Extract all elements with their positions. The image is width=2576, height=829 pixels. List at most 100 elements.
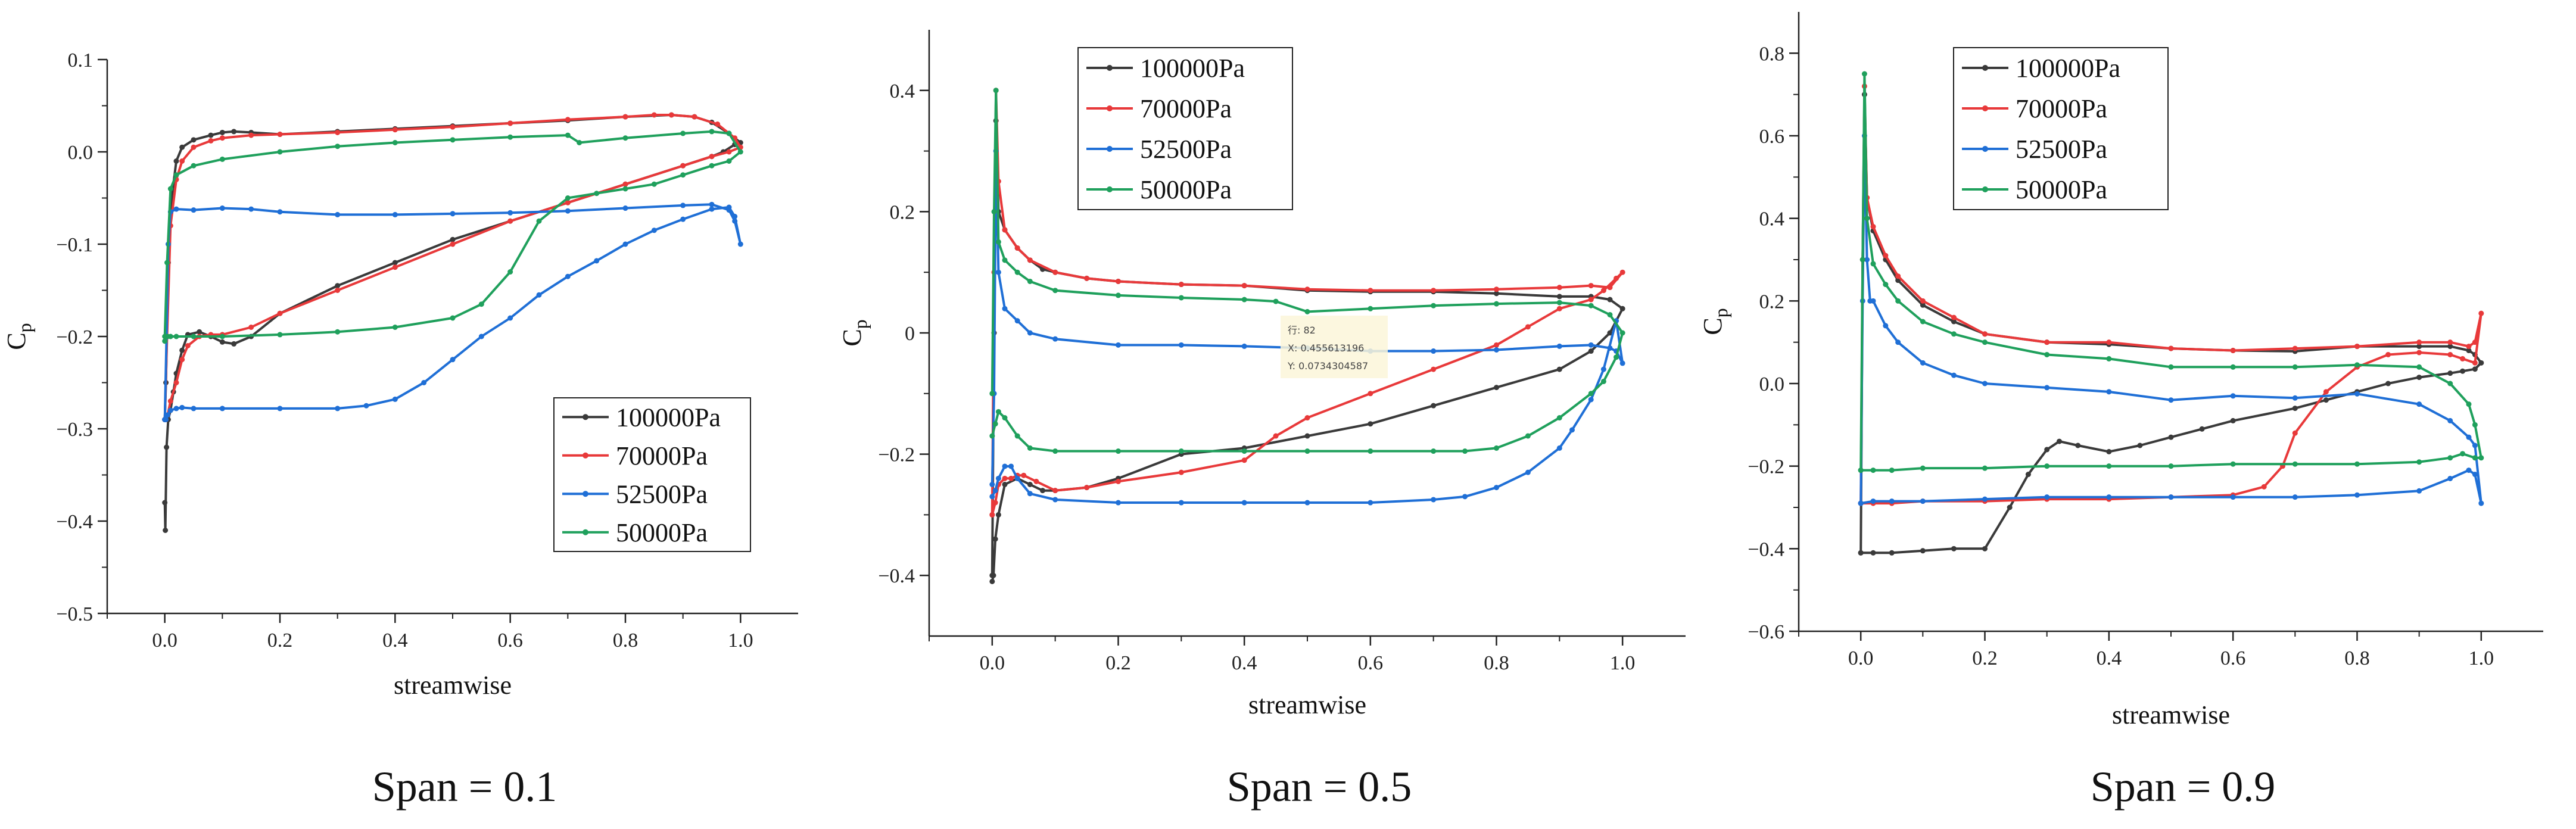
y-tick-label: −0.6: [1748, 621, 1784, 643]
data-point: [1607, 297, 1613, 303]
data-point: [1588, 397, 1594, 403]
chart-panel-2: 0.0 0.2 0.4 0.6 0.8 1.0 −0.4 −0.2 0 0.2 0.4 100000P…: [837, 30, 1686, 811]
y-axis-title-main: C: [2, 332, 31, 350]
data-point: [2416, 339, 2422, 345]
data-point: [1002, 415, 1008, 421]
data-point: [1870, 468, 1876, 473]
data-point: [1920, 302, 1926, 308]
data-point: [1951, 372, 1957, 378]
data-point: [1368, 391, 1373, 397]
data-point: [219, 205, 225, 211]
data-point: [2416, 459, 2422, 465]
data-point: [1002, 227, 1008, 233]
data-point: [2261, 484, 2267, 490]
data-point: [2472, 472, 2478, 478]
x-tick-label: 0.0: [1848, 647, 1874, 669]
data-point: [191, 144, 197, 150]
legend-marker: [583, 452, 588, 459]
data-point: [995, 239, 1001, 245]
x-tick-label: 0.2: [267, 629, 293, 652]
data-point: [2447, 417, 2453, 423]
data-point: [1084, 485, 1090, 491]
data-point: [1613, 275, 1619, 281]
data-point: [1556, 300, 1562, 306]
data-point: [2447, 475, 2453, 481]
data-point: [191, 137, 197, 143]
x-tick-label: 0.4: [2097, 647, 2122, 669]
x-tick-label: 0.4: [382, 629, 408, 652]
data-point: [2044, 447, 2050, 453]
data-point: [1304, 308, 1310, 314]
data-point: [1889, 498, 1895, 504]
data-point: [450, 241, 456, 247]
legend-marker: [1107, 65, 1113, 71]
data-point: [1556, 306, 1562, 311]
y-axis-title-text: Cp: [837, 319, 871, 346]
data-point: [691, 114, 697, 120]
data-point: [1920, 319, 1926, 325]
x-tick-label: 0.2: [1105, 652, 1131, 674]
data-point: [992, 500, 998, 506]
legend-marker: [1982, 65, 1988, 71]
data-point: [248, 206, 254, 212]
data-point: [335, 288, 341, 293]
data-point: [2416, 344, 2422, 350]
data-point: [1368, 448, 1373, 454]
data-point: [1883, 253, 1889, 258]
data-point: [1859, 257, 1865, 263]
data-point: [2416, 401, 2422, 407]
data-point: [1607, 311, 1613, 317]
data-point: [392, 211, 398, 217]
data-point: [2292, 395, 2298, 401]
data-point: [1027, 257, 1033, 263]
data-point: [2354, 492, 2360, 498]
data-point: [1033, 478, 1039, 484]
y-axis-title-sub: p: [1710, 308, 1731, 317]
data-point: [622, 114, 628, 120]
data-point: [1895, 273, 1901, 279]
data-point: [1494, 347, 1499, 353]
data-point: [2385, 381, 2391, 387]
y-axis-title-main: C: [1698, 317, 1727, 335]
data-point: [680, 202, 686, 208]
x-tick-label: 1.0: [728, 629, 753, 652]
y-axis-title-main: C: [837, 329, 867, 346]
data-point: [335, 144, 341, 149]
data-point: [1008, 463, 1014, 469]
y-tick-label: 0.0: [68, 142, 94, 164]
data-point: [1982, 465, 1988, 471]
data-point: [392, 325, 398, 330]
data-point: [1431, 497, 1437, 503]
data-point: [1304, 448, 1310, 454]
data-point: [478, 301, 484, 307]
x-tick-label: 0.0: [152, 629, 177, 652]
y-tick-label: −0.4: [1748, 538, 1784, 560]
data-point: [1027, 445, 1033, 451]
data-point: [709, 129, 715, 135]
data-point: [165, 412, 170, 418]
legend-label: 70000Pa: [616, 441, 708, 470]
data-tooltip: 行: 82 X: 0.455613196 Y: 0.0734304587: [1281, 316, 1388, 378]
data-point: [2106, 448, 2112, 454]
tooltip-background: [1281, 316, 1388, 378]
data-point: [450, 236, 456, 242]
y-axis-title: Cp: [837, 319, 871, 346]
data-point: [507, 269, 513, 275]
legend-label: 50000Pa: [2016, 175, 2107, 204]
data-point: [726, 130, 732, 136]
data-point: [1864, 257, 1870, 263]
data-point: [594, 258, 600, 264]
data-point: [680, 216, 686, 222]
data-point: [1241, 343, 1247, 349]
series-line-50000Pa: [990, 89, 1624, 453]
data-point: [2168, 463, 2174, 469]
series-markers-70000Pa: [1858, 83, 2484, 506]
data-point: [191, 334, 197, 339]
data-point: [995, 512, 1001, 518]
data-point: [1494, 286, 1499, 292]
data-point: [1052, 488, 1058, 494]
data-point: [173, 172, 179, 178]
data-point: [1040, 488, 1045, 494]
data-point: [2466, 401, 2472, 407]
data-point: [1052, 497, 1058, 503]
